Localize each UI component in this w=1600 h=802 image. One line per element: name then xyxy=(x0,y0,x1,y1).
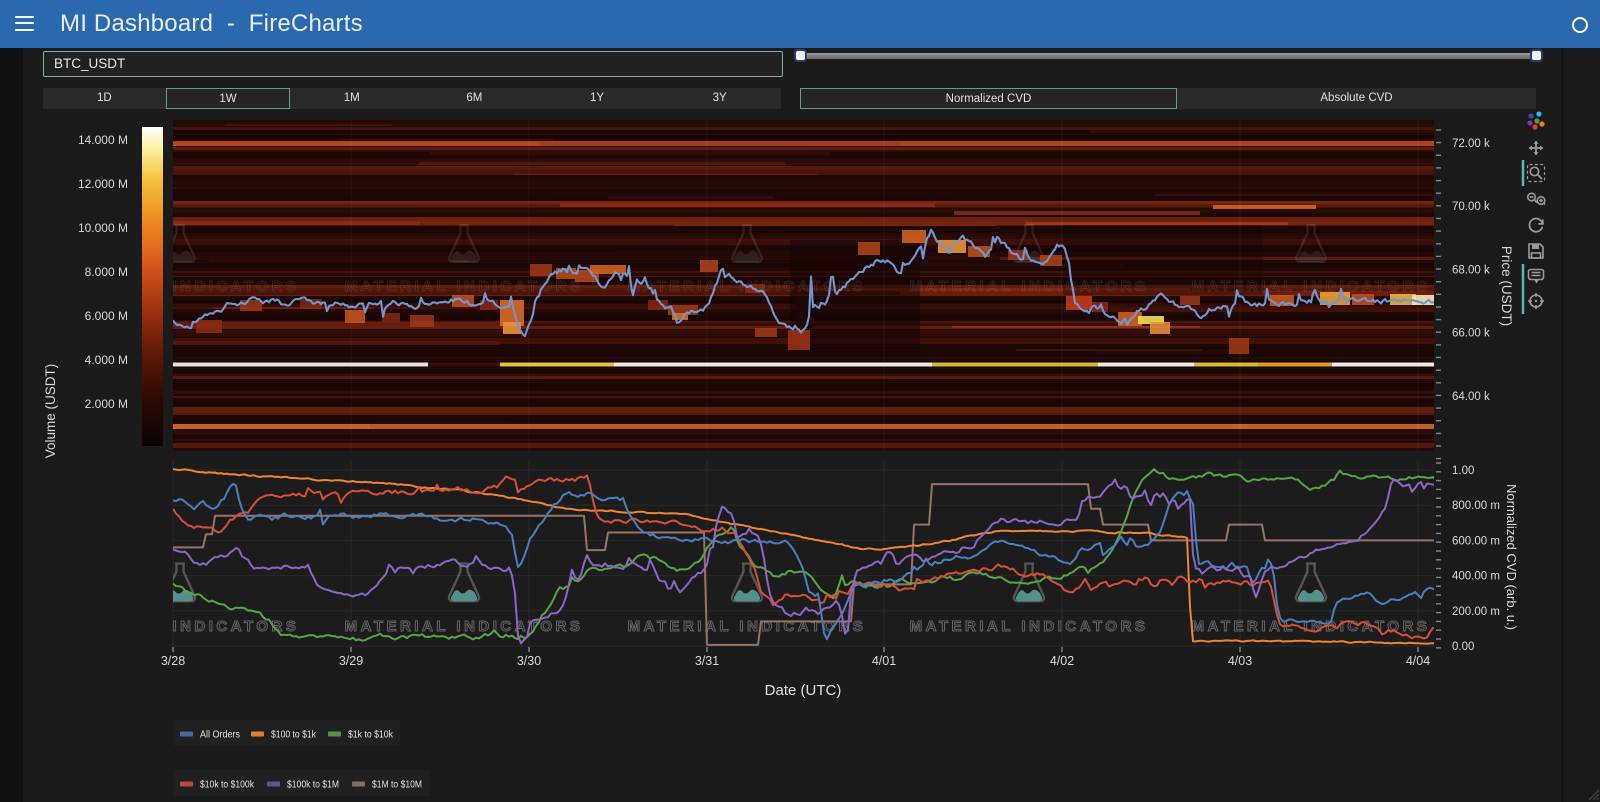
svg-text:3/31: 3/31 xyxy=(695,654,719,668)
svg-text:68.00 k: 68.00 k xyxy=(1452,264,1490,276)
svg-text:MATERIAL INDICATORS: MATERIAL INDICATORS xyxy=(910,618,1149,635)
svg-text:800.00 m: 800.00 m xyxy=(1452,500,1500,512)
svg-text:MATERIAL INDICATORS: MATERIAL INDICATORS xyxy=(345,278,584,295)
svg-text:3/28: 3/28 xyxy=(161,654,185,668)
svg-text:Normalized CVD (arb. u.): Normalized CVD (arb. u.) xyxy=(1504,484,1519,630)
svg-text:70.00 k: 70.00 k xyxy=(1452,201,1490,213)
svg-text:600.00 m: 600.00 m xyxy=(1452,535,1500,547)
svg-text:72.00 k: 72.00 k xyxy=(1452,138,1490,150)
svg-text:4/03: 4/03 xyxy=(1228,654,1252,668)
svg-text:10.000 M: 10.000 M xyxy=(78,221,128,235)
svg-text:$1M to $10M: $1M to $10M xyxy=(372,779,422,791)
svg-text:MATERIAL INDICATORS: MATERIAL INDICATORS xyxy=(1192,278,1431,295)
svg-text:MATERIAL INDICATORS: MATERIAL INDICATORS xyxy=(61,618,300,635)
svg-text:3/29: 3/29 xyxy=(339,654,363,668)
svg-text:14.000 M: 14.000 M xyxy=(78,133,128,147)
svg-text:$100k to $1M: $100k to $1M xyxy=(287,779,339,791)
svg-text:4/02: 4/02 xyxy=(1050,654,1074,668)
svg-text:400.00 m: 400.00 m xyxy=(1452,571,1500,583)
svg-text:$10k to $100k: $10k to $100k xyxy=(200,779,255,791)
svg-text:MATERIAL INDICATORS: MATERIAL INDICATORS xyxy=(910,278,1149,295)
svg-text:0.00: 0.00 xyxy=(1452,641,1474,653)
svg-text:4/04: 4/04 xyxy=(1406,654,1430,668)
svg-text:Date (UTC): Date (UTC) xyxy=(765,682,842,699)
svg-text:64.00 k: 64.00 k xyxy=(1452,391,1490,403)
svg-text:3/30: 3/30 xyxy=(517,654,541,668)
svg-text:MATERIAL INDICATORS: MATERIAL INDICATORS xyxy=(345,618,584,635)
svg-text:6.000 M: 6.000 M xyxy=(85,309,128,323)
svg-text:12.000 M: 12.000 M xyxy=(78,177,128,191)
svg-text:Price (USDT): Price (USDT) xyxy=(1499,246,1514,326)
svg-text:2.000 M: 2.000 M xyxy=(85,397,128,411)
svg-text:MATERIAL INDICATORS: MATERIAL INDICATORS xyxy=(61,278,300,295)
svg-text:4/01: 4/01 xyxy=(872,654,896,668)
svg-text:$1k to $10k: $1k to $10k xyxy=(348,729,394,741)
svg-text:66.00 k: 66.00 k xyxy=(1452,328,1490,340)
svg-text:8.000 M: 8.000 M xyxy=(85,265,128,279)
svg-text:All Orders: All Orders xyxy=(200,729,240,741)
svg-text:Volume (USDT): Volume (USDT) xyxy=(43,364,58,459)
svg-text:200.00 m: 200.00 m xyxy=(1452,606,1500,618)
svg-text:$100 to $1k: $100 to $1k xyxy=(271,729,317,741)
svg-text:4.000 M: 4.000 M xyxy=(85,353,128,367)
svg-text:MATERIAL INDICATORS: MATERIAL INDICATORS xyxy=(1192,618,1431,635)
svg-text:1.00: 1.00 xyxy=(1452,465,1474,477)
